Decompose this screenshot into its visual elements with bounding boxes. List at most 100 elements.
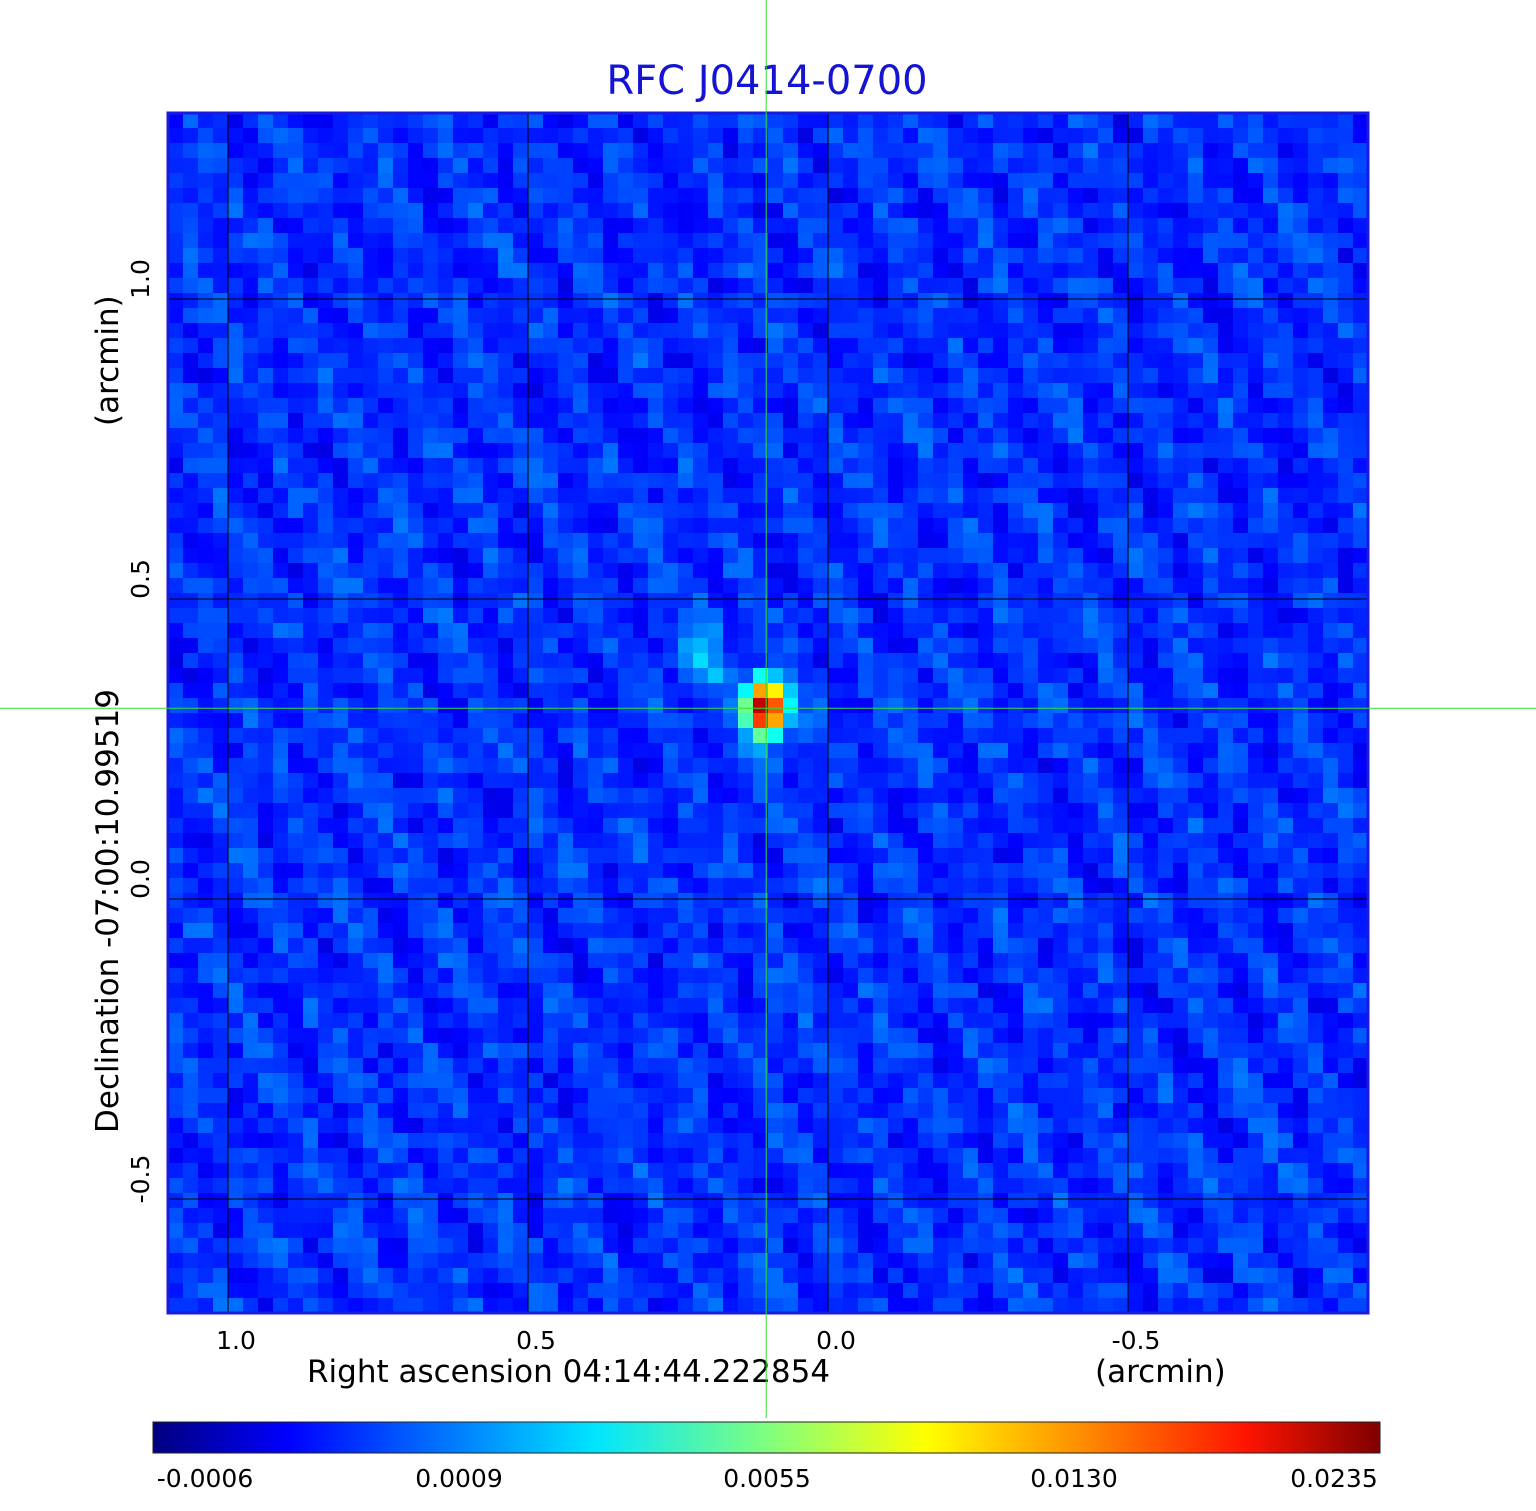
image-pixel [603,173,619,189]
image-pixel [213,653,229,669]
image-pixel [1068,998,1084,1014]
image-pixel [198,1043,214,1059]
image-pixel [978,248,994,264]
image-pixel [1323,518,1339,534]
image-pixel [693,218,709,234]
image-pixel [588,323,604,339]
image-pixel [1128,173,1144,189]
image-pixel [663,188,679,204]
image-pixel [423,413,439,429]
image-pixel [858,908,874,924]
image-pixel [678,698,694,714]
image-pixel [438,338,454,354]
image-pixel [768,953,784,969]
image-pixel [168,743,184,759]
image-pixel [768,908,784,924]
image-pixel [1218,533,1234,549]
image-pixel [1008,773,1024,789]
image-pixel [1008,383,1024,399]
image-pixel [858,863,874,879]
image-pixel [663,368,679,384]
image-pixel [1008,218,1024,234]
image-pixel [993,128,1009,144]
image-pixel [693,968,709,984]
image-pixel [243,563,259,579]
image-pixel [1023,863,1039,879]
image-pixel [1278,113,1294,129]
image-pixel [483,308,499,324]
image-pixel [948,533,964,549]
image-pixel [198,278,214,294]
image-pixel [603,848,619,864]
image-pixel [483,983,499,999]
image-pixel [603,533,619,549]
image-pixel [1053,608,1069,624]
image-pixel [318,608,334,624]
image-pixel [1023,203,1039,219]
image-pixel [213,683,229,699]
image-pixel [1113,368,1129,384]
image-pixel [483,278,499,294]
image-pixel [993,278,1009,294]
image-pixel [183,818,199,834]
image-pixel [1308,398,1324,414]
image-pixel [1143,713,1159,729]
image-pixel [168,623,184,639]
image-pixel [393,173,409,189]
image-pixel [1293,203,1309,219]
image-pixel [1173,233,1189,249]
image-pixel [1128,143,1144,159]
image-pixel [513,293,529,309]
image-pixel [528,593,544,609]
image-pixel [1008,428,1024,444]
image-pixel [423,833,439,849]
image-pixel [1098,653,1114,669]
image-pixel [813,578,829,594]
image-pixel [948,773,964,789]
image-pixel [303,923,319,939]
image-pixel [453,158,469,174]
image-pixel [558,458,574,474]
image-pixel [1308,533,1324,549]
image-pixel [348,773,364,789]
image-pixel [1218,338,1234,354]
image-pixel [813,953,829,969]
image-pixel [603,203,619,219]
image-pixel [348,923,364,939]
image-pixel [1338,1028,1354,1044]
image-pixel [948,728,964,744]
image-pixel [468,758,484,774]
image-pixel [1158,308,1174,324]
image-pixel [273,1028,289,1044]
image-pixel [513,518,529,534]
image-pixel [1308,368,1324,384]
image-pixel [1173,938,1189,954]
image-pixel [1278,263,1294,279]
image-pixel [798,233,814,249]
image-pixel [783,578,799,594]
image-pixel [258,503,274,519]
image-pixel [1263,758,1279,774]
image-pixel [1053,818,1069,834]
image-pixel [318,263,334,279]
image-pixel [378,908,394,924]
image-pixel [378,953,394,969]
image-pixel [603,668,619,684]
image-pixel [738,923,754,939]
image-pixel [198,803,214,819]
image-pixel [438,1028,454,1044]
image-pixel [708,833,724,849]
image-pixel [1098,263,1114,279]
image-pixel [633,158,649,174]
image-pixel [453,413,469,429]
image-pixel [1128,548,1144,564]
image-pixel [768,878,784,894]
image-pixel [1323,143,1339,159]
image-pixel [978,653,994,669]
image-pixel [1038,113,1054,129]
image-pixel [1098,203,1114,219]
image-pixel [1263,893,1279,909]
image-pixel [798,923,814,939]
image-pixel [633,293,649,309]
image-pixel [588,353,604,369]
